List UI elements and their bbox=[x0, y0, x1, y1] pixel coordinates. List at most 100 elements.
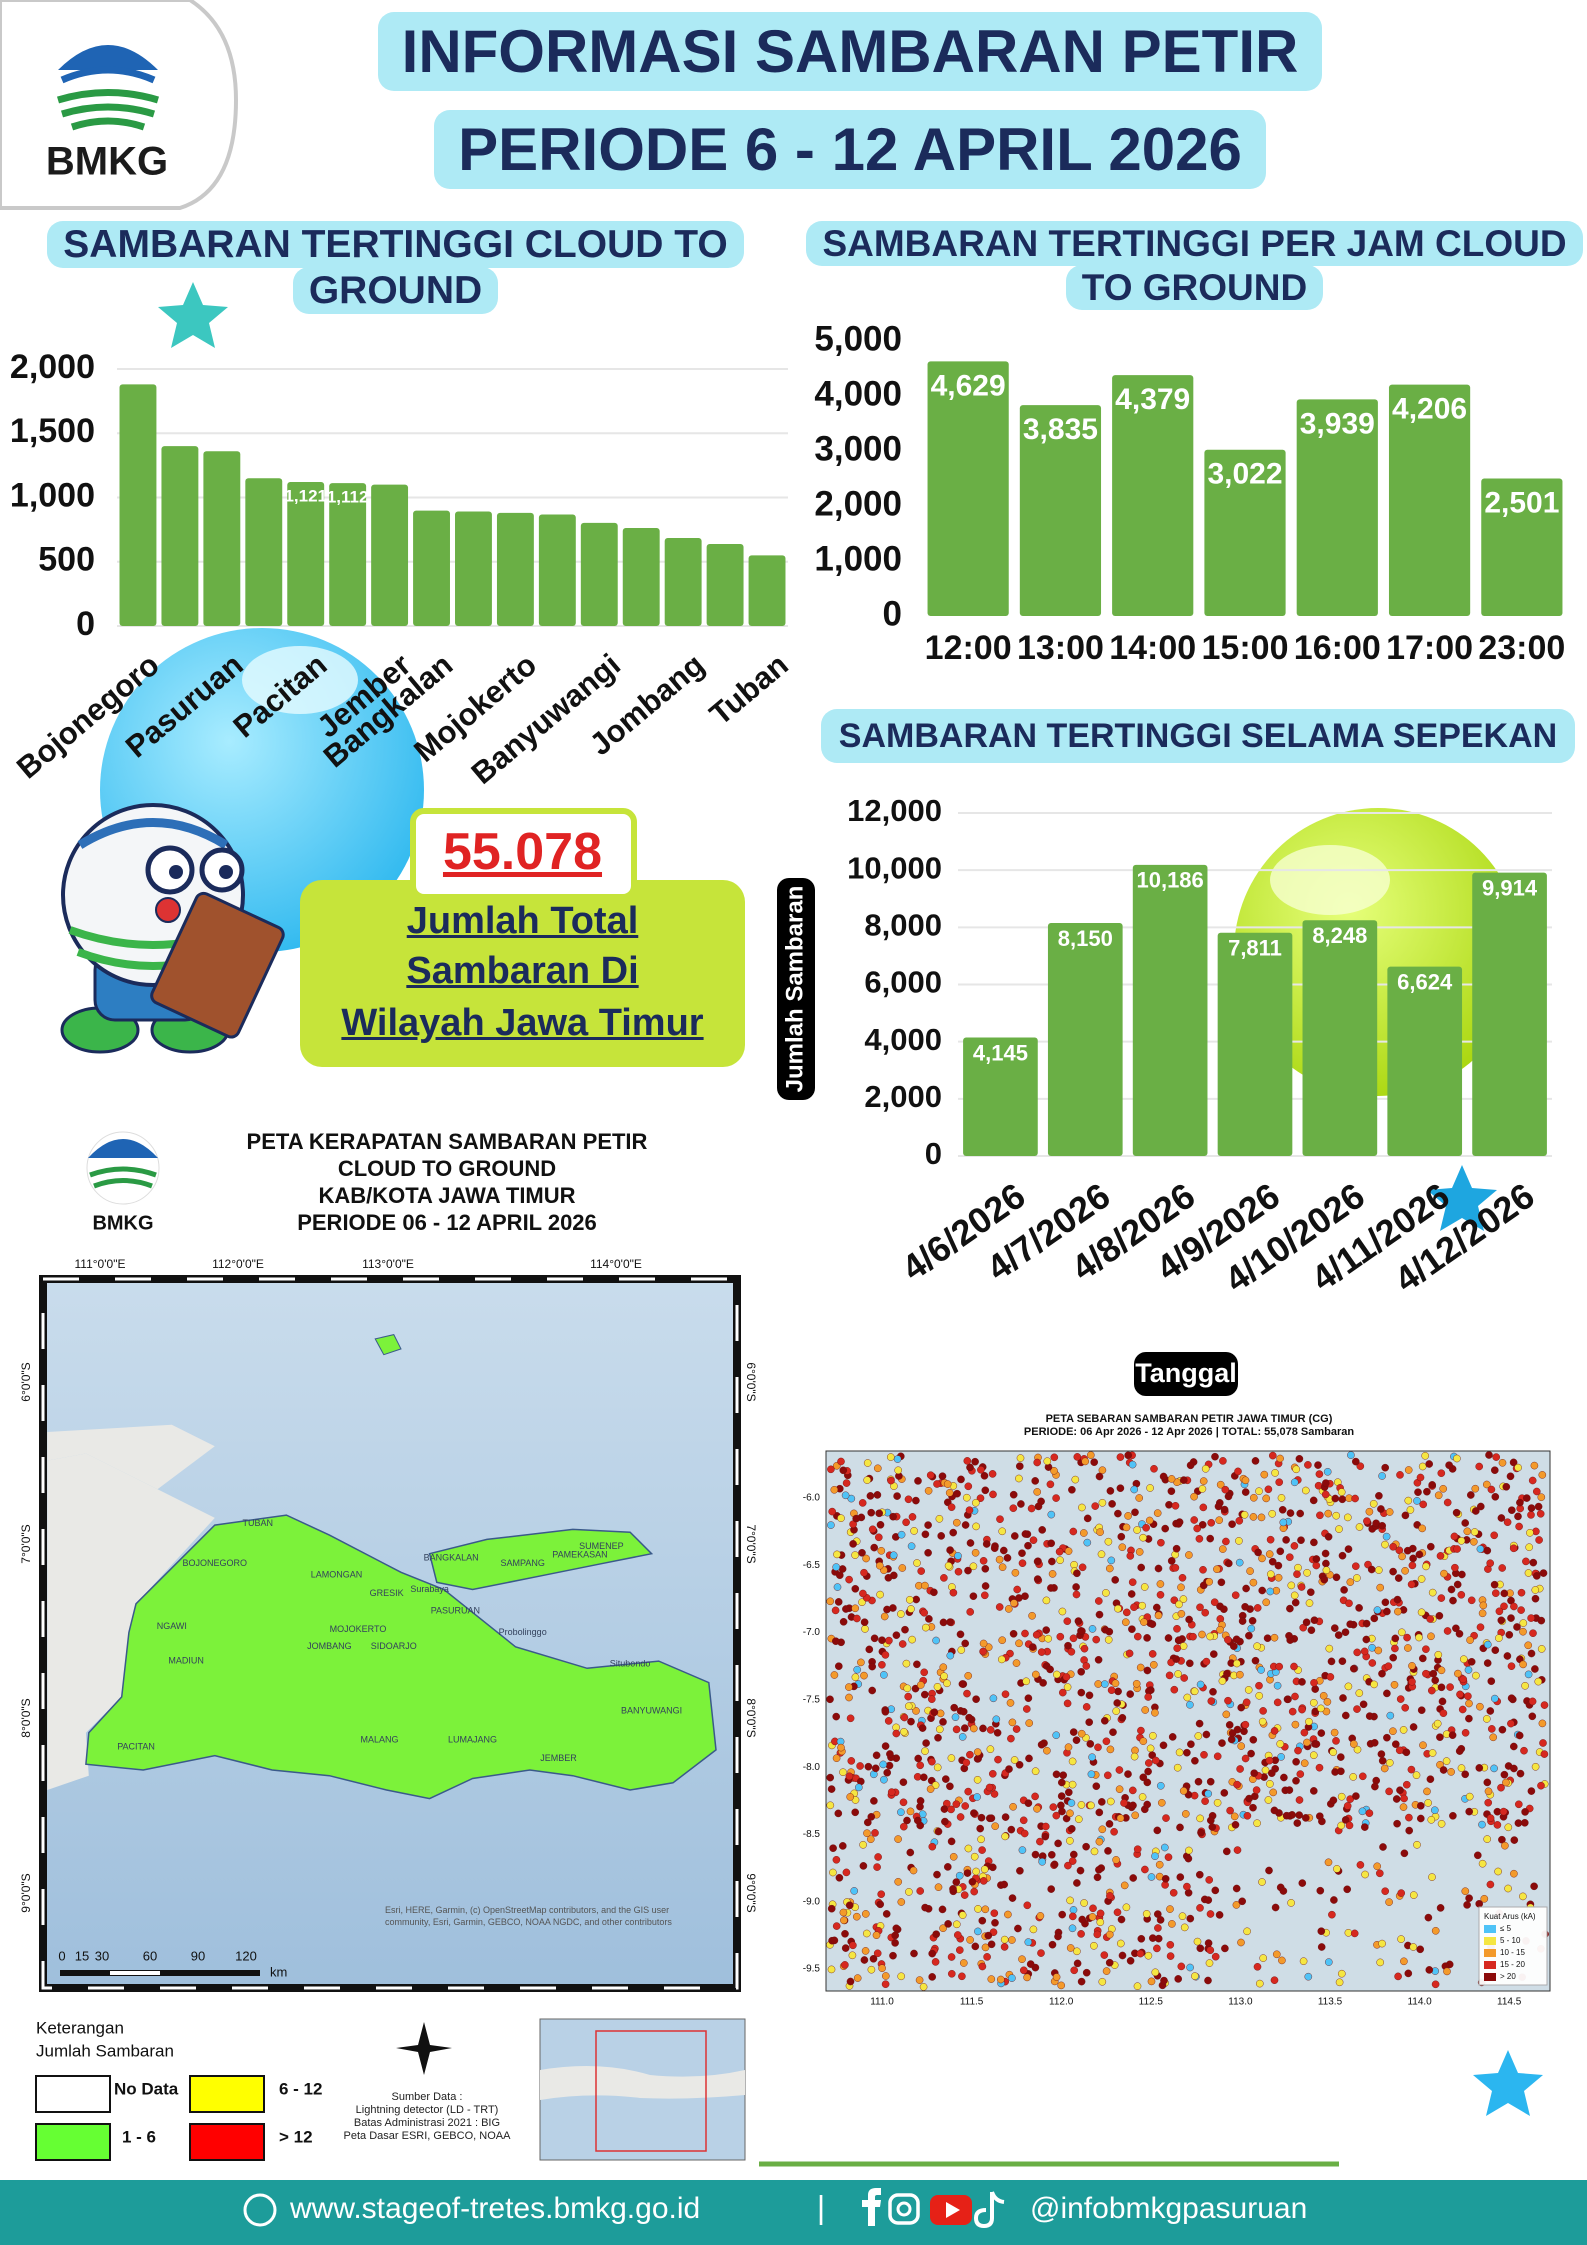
tiktok-icon[interactable] bbox=[973, 2191, 1005, 2229]
lightning-dot bbox=[1214, 1502, 1223, 1511]
lightning-dot bbox=[1443, 1967, 1451, 1976]
lightning-dot bbox=[1331, 1494, 1340, 1503]
lightning-dot bbox=[1213, 1799, 1222, 1807]
lightning-dot bbox=[965, 1506, 974, 1514]
lightning-dot bbox=[1050, 1860, 1059, 1869]
lightning-dot bbox=[1120, 1799, 1128, 1807]
lightning-dot bbox=[973, 1793, 981, 1801]
lightning-dot bbox=[1118, 1951, 1127, 1960]
lightning-dot bbox=[1029, 1925, 1038, 1934]
lightning-dot bbox=[1126, 1552, 1135, 1560]
place-label: PACITAN bbox=[117, 1741, 155, 1751]
lightning-dot bbox=[972, 1499, 980, 1507]
lightning-dot bbox=[1495, 1634, 1503, 1642]
lightning-dot bbox=[1498, 1564, 1506, 1572]
lightning-dot bbox=[1223, 1669, 1231, 1678]
lightning-dot bbox=[1408, 1561, 1417, 1570]
lightning-dot bbox=[1073, 1453, 1082, 1461]
lightning-dot bbox=[1222, 1710, 1231, 1719]
lightning-dot bbox=[1323, 1468, 1332, 1476]
lightning-dot bbox=[875, 1533, 883, 1542]
lightning-dot bbox=[988, 1470, 997, 1478]
scale-bar bbox=[110, 1971, 160, 1975]
chart-title: SAMBARAN TERTINGGI PER JAM CLOUD TO GROU… bbox=[806, 221, 1583, 310]
lightning-dot bbox=[845, 1693, 853, 1702]
lightning-dot bbox=[1491, 1466, 1499, 1474]
lightning-dot bbox=[1406, 1506, 1415, 1514]
lightning-dot bbox=[1190, 1516, 1198, 1524]
lightning-dot bbox=[1483, 1778, 1492, 1787]
lightning-dot bbox=[1433, 1719, 1442, 1728]
legend-swatch bbox=[189, 2075, 265, 2113]
lightning-dot bbox=[1267, 1570, 1275, 1578]
lightning-dot bbox=[1533, 1572, 1541, 1580]
lightning-dot bbox=[1024, 1541, 1032, 1550]
bar bbox=[748, 555, 786, 626]
lightning-dot bbox=[1460, 1655, 1468, 1663]
y-tick-label: 0 bbox=[76, 605, 95, 643]
lightning-dot bbox=[1196, 1680, 1205, 1689]
lightning-dot bbox=[1080, 1529, 1088, 1537]
logo-text: BMKG bbox=[46, 140, 168, 184]
lightning-dot bbox=[1057, 1792, 1066, 1800]
lightning-dot bbox=[1530, 1461, 1539, 1470]
lightning-dot bbox=[981, 1486, 990, 1495]
lightning-dot bbox=[878, 1636, 886, 1644]
lightning-dot bbox=[1269, 1788, 1277, 1797]
lightning-dot bbox=[1338, 1657, 1347, 1665]
lightning-dot bbox=[1180, 1674, 1188, 1682]
lightning-dot bbox=[1122, 1903, 1131, 1912]
lightning-dot bbox=[1519, 1627, 1527, 1636]
lightning-dot bbox=[1344, 1682, 1353, 1691]
y-tick-label: 3,000 bbox=[814, 429, 902, 468]
facebook-icon[interactable] bbox=[862, 2188, 881, 2226]
lightning-dot bbox=[1386, 1759, 1394, 1767]
lightning-dot bbox=[952, 1725, 961, 1734]
lightning-dot bbox=[1218, 1739, 1226, 1747]
lightning-dot bbox=[1186, 1963, 1194, 1972]
place-label: PASURUAN bbox=[431, 1605, 480, 1615]
lightning-dot bbox=[1510, 1764, 1518, 1773]
value-label: 10,186 bbox=[1136, 868, 1203, 893]
lightning-dot bbox=[973, 1776, 982, 1784]
lightning-dot bbox=[1017, 1500, 1025, 1508]
lightning-dot bbox=[1128, 1578, 1137, 1586]
lightning-dot bbox=[1241, 1754, 1250, 1763]
web-icon bbox=[243, 2193, 277, 2227]
lightning-dot bbox=[930, 1588, 938, 1597]
lightning-dot bbox=[1037, 1949, 1045, 1957]
instagram-icon[interactable] bbox=[888, 2193, 920, 2225]
lightning-dot bbox=[1310, 1616, 1319, 1624]
lightning-dot bbox=[1393, 1595, 1402, 1604]
lightning-dot bbox=[840, 1916, 848, 1925]
lightning-dot bbox=[1479, 1601, 1488, 1610]
lightning-dot bbox=[1176, 1823, 1184, 1832]
lightning-dot bbox=[1205, 1959, 1214, 1967]
lightning-dot bbox=[1515, 1522, 1523, 1531]
lightning-dot bbox=[851, 1604, 860, 1613]
map-island bbox=[374, 1334, 402, 1356]
lightning-dot bbox=[839, 1908, 848, 1917]
lightning-dot bbox=[1064, 1547, 1073, 1555]
lightning-dot bbox=[964, 1482, 973, 1491]
lightning-dot bbox=[946, 1546, 954, 1554]
lightning-dot bbox=[1321, 1490, 1330, 1499]
lightning-dot bbox=[1098, 1978, 1107, 1986]
lightning-dot bbox=[1464, 1666, 1473, 1674]
lightning-dot bbox=[832, 1712, 841, 1721]
lightning-dot bbox=[1295, 1455, 1304, 1463]
inset-land bbox=[540, 2066, 745, 2100]
lightning-dot bbox=[1377, 1750, 1386, 1758]
lightning-dot bbox=[1180, 1476, 1188, 1484]
lightning-dot bbox=[1286, 1553, 1294, 1561]
lightning-dot bbox=[851, 1551, 859, 1559]
footer-social: @infobmkgpasuruan bbox=[1030, 2192, 1307, 2225]
place-label: MOJOKERTO bbox=[330, 1624, 387, 1634]
lightning-dot bbox=[1337, 1792, 1346, 1801]
lightning-dot bbox=[1195, 1535, 1204, 1543]
lightning-dot bbox=[1031, 1767, 1040, 1775]
lightning-dot bbox=[983, 1953, 991, 1961]
lightning-dot bbox=[1068, 1780, 1077, 1789]
lightning-dot bbox=[950, 1703, 959, 1712]
lightning-dot bbox=[948, 1970, 956, 1978]
